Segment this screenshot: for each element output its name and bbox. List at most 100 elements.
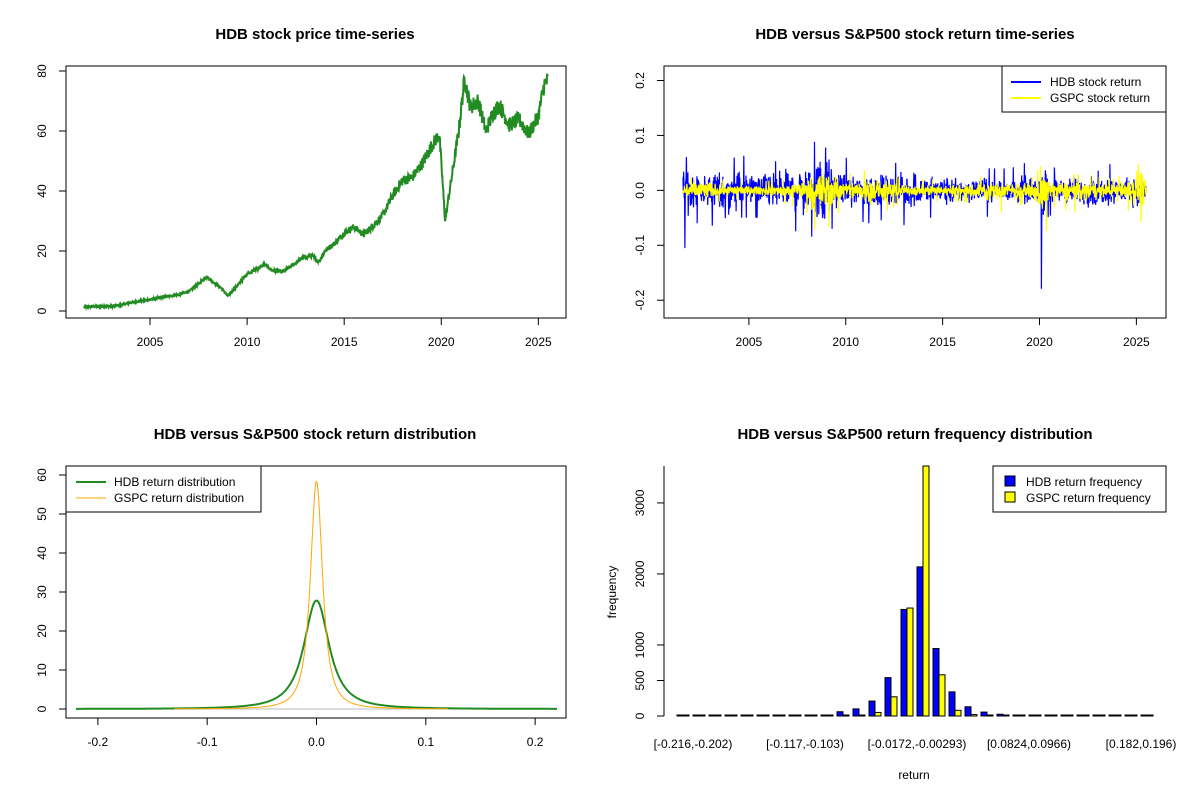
plot-frame xyxy=(663,65,1167,319)
hdb-bar xyxy=(1060,714,1068,717)
gspc-bar xyxy=(714,714,722,717)
hdb-bar xyxy=(1076,714,1084,717)
y-tick-label: 30 xyxy=(35,585,49,599)
y-tick-label: 40 xyxy=(35,546,49,560)
hdb-bar xyxy=(1140,714,1148,717)
y-tick-label: 1000 xyxy=(633,631,647,658)
x-tick-label: 2015 xyxy=(929,335,956,349)
gspc-bar xyxy=(890,696,898,717)
gspc-return-line xyxy=(682,163,1147,231)
panel-return-frequency: HDB versus S&P500 return frequency distr… xyxy=(605,426,1176,782)
hdb-bar xyxy=(916,566,924,717)
legend-label-hdb: HDB return distribution xyxy=(114,475,235,489)
y-axis: 0 10 20 30 40 50 60 xyxy=(35,468,66,712)
gspc-bar xyxy=(906,607,914,717)
legend-box xyxy=(1001,65,1167,113)
x-tick-label: 0.2 xyxy=(527,735,544,749)
y-tick-label: 0.2 xyxy=(633,72,647,89)
hdb-bar xyxy=(820,714,828,717)
gspc-bar xyxy=(1034,714,1042,717)
y-tick-label: 0.0 xyxy=(633,182,647,199)
gspc-bar xyxy=(1066,714,1074,717)
gspc-bar xyxy=(874,711,882,717)
legend-label-gspc: GSPC return distribution xyxy=(114,491,244,505)
y-tick-label: 3000 xyxy=(633,489,647,516)
hdb-bar xyxy=(788,714,796,717)
hdb-bar xyxy=(1092,714,1100,717)
y-tick-label: 50 xyxy=(35,507,49,521)
series-group xyxy=(76,480,557,710)
series-group xyxy=(682,141,1147,289)
gspc-bar xyxy=(938,674,946,717)
hdb-density-line xyxy=(76,599,557,710)
y-tick-label: -0.1 xyxy=(633,235,647,256)
x-tick-label: 2005 xyxy=(736,335,763,349)
y-tick-label: 20 xyxy=(35,624,49,638)
x-tick-label: 2020 xyxy=(1026,335,1053,349)
legend: HDB stock return GSPC stock return xyxy=(1001,65,1167,113)
legend-label-gspc: GSPC stock return xyxy=(1050,91,1150,105)
y-axis: 0 500 1000 2000 3000 xyxy=(633,489,664,719)
y-tick-label: 60 xyxy=(35,124,49,138)
hdb-bar xyxy=(852,708,860,717)
y-tick-label: 0 xyxy=(35,705,49,712)
y-tick-label: 2000 xyxy=(633,560,647,587)
hdb-bar xyxy=(740,714,748,717)
chart-title: HDB versus S&P500 stock return time-seri… xyxy=(755,26,1074,43)
y-tick-label: 0.1 xyxy=(633,127,647,144)
hdb-bar xyxy=(868,700,876,717)
panel-price: HDB stock price time-series 2005 2010 2015… xyxy=(35,26,567,349)
gspc-bar xyxy=(922,465,930,717)
y-tick-label: 0 xyxy=(633,712,647,719)
x-tick-label: 2010 xyxy=(832,335,859,349)
x-tick-label: 2015 xyxy=(331,335,358,349)
gspc-bar xyxy=(730,714,738,717)
gspc-bar xyxy=(762,714,770,717)
hdb-bar xyxy=(1124,714,1132,717)
gspc-bar xyxy=(1098,714,1106,717)
hdb-return-line xyxy=(682,141,1147,289)
gspc-bar xyxy=(698,714,706,717)
legend-label-gspc: GSPC return frequency xyxy=(1026,491,1151,505)
y-axis: -0.2 -0.1 0.0 0.1 0.2 xyxy=(633,72,664,311)
price-line xyxy=(83,73,549,312)
x-tick-label: 0.0 xyxy=(308,735,325,749)
x-tick-label: [0.0824,0.0966) xyxy=(987,737,1071,751)
gspc-bar xyxy=(810,714,818,717)
hdb-bar xyxy=(964,706,972,717)
hdb-bar xyxy=(708,714,716,717)
y-tick-label: -0.2 xyxy=(633,290,647,311)
y-tick-label: 60 xyxy=(35,468,49,482)
hdb-bar xyxy=(1028,714,1036,717)
hdb-bar xyxy=(1012,714,1020,717)
x-tick-label: 2005 xyxy=(137,335,164,349)
plot-frame xyxy=(65,65,567,319)
x-tick-label: 2025 xyxy=(525,335,552,349)
panel-return-distribution: HDB versus S&P500 stock return distribut… xyxy=(35,426,567,749)
x-tick-label: -0.1 xyxy=(197,735,218,749)
y-tick-label: 10 xyxy=(35,663,49,677)
y-tick-label: 40 xyxy=(35,184,49,198)
hdb-bar xyxy=(900,608,908,717)
x-axis: 2005 2010 2015 2020 2025 xyxy=(137,318,552,349)
y-axis: 0 20 40 60 80 xyxy=(35,64,66,314)
bars-group xyxy=(676,465,1154,717)
gspc-bar xyxy=(1130,714,1138,717)
series-group xyxy=(83,73,549,312)
legend-swatch-hdb xyxy=(1004,475,1016,487)
x-axis: -0.2 -0.1 0.0 0.1 0.2 xyxy=(88,718,544,749)
hdb-bar xyxy=(724,714,732,717)
hdb-bar xyxy=(1044,714,1052,717)
x-tick-label: [0.182,0.196) xyxy=(1106,737,1177,751)
x-tick-label: -0.2 xyxy=(88,735,109,749)
x-tick-label: 2010 xyxy=(234,335,261,349)
x-tick-label: 2020 xyxy=(428,335,455,349)
gspc-bar xyxy=(682,714,690,717)
hdb-bar xyxy=(884,677,892,717)
gspc-bar xyxy=(970,714,978,717)
x-tick-label: 2025 xyxy=(1123,335,1150,349)
gspc-bar xyxy=(1082,714,1090,717)
hdb-bar xyxy=(772,714,780,717)
